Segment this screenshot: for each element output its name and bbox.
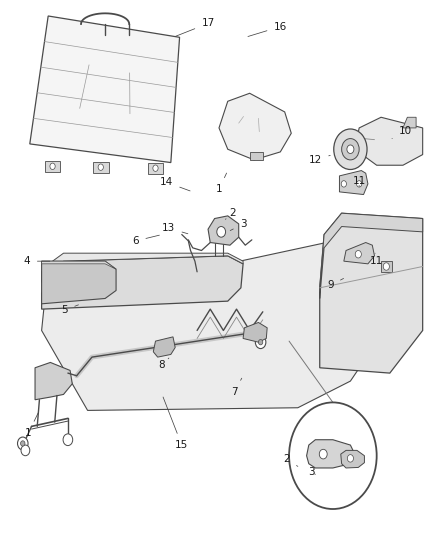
Polygon shape [339, 171, 368, 195]
Text: 2: 2 [226, 208, 236, 219]
Polygon shape [403, 117, 416, 128]
Circle shape [289, 402, 377, 509]
Text: 15: 15 [163, 397, 188, 450]
Circle shape [319, 449, 327, 459]
Text: 3: 3 [230, 219, 247, 231]
Circle shape [21, 445, 30, 456]
Polygon shape [250, 152, 263, 160]
Polygon shape [153, 337, 175, 357]
Circle shape [217, 227, 226, 237]
Circle shape [334, 129, 367, 169]
Circle shape [258, 340, 263, 345]
Polygon shape [208, 216, 239, 245]
Text: 2: 2 [283, 455, 298, 466]
Polygon shape [42, 256, 243, 309]
Circle shape [342, 139, 359, 160]
Text: 1: 1 [25, 413, 38, 438]
Circle shape [383, 263, 389, 270]
Text: 3: 3 [307, 467, 315, 477]
Circle shape [63, 434, 73, 446]
Text: 14: 14 [160, 177, 190, 191]
Circle shape [355, 251, 361, 258]
Polygon shape [45, 161, 60, 172]
Polygon shape [148, 163, 163, 174]
Circle shape [18, 437, 28, 450]
Circle shape [341, 181, 346, 187]
Circle shape [50, 163, 55, 169]
Polygon shape [219, 93, 291, 160]
Text: 5: 5 [61, 305, 78, 315]
Circle shape [347, 145, 354, 154]
Text: 6: 6 [132, 235, 159, 246]
Polygon shape [35, 362, 72, 400]
Circle shape [21, 441, 25, 446]
Polygon shape [42, 261, 116, 304]
Polygon shape [42, 235, 394, 410]
Polygon shape [355, 117, 423, 165]
Text: 13: 13 [162, 223, 188, 234]
Text: 16: 16 [248, 22, 287, 36]
Polygon shape [307, 440, 355, 468]
Polygon shape [381, 261, 392, 272]
Text: 11: 11 [370, 253, 383, 266]
Polygon shape [93, 162, 109, 173]
Polygon shape [320, 213, 423, 373]
Text: 4: 4 [24, 256, 50, 266]
Text: 9: 9 [327, 278, 343, 290]
Circle shape [357, 181, 362, 187]
Circle shape [98, 164, 103, 171]
Text: 10: 10 [392, 126, 412, 139]
Polygon shape [344, 243, 374, 264]
Text: 17: 17 [176, 19, 215, 36]
Polygon shape [320, 213, 423, 298]
Text: 11: 11 [353, 176, 366, 187]
Polygon shape [243, 322, 267, 342]
Circle shape [347, 455, 353, 462]
Polygon shape [30, 16, 180, 163]
Circle shape [255, 336, 266, 349]
Polygon shape [341, 450, 364, 468]
Circle shape [153, 165, 158, 172]
Text: 7: 7 [231, 378, 242, 397]
Text: 12: 12 [309, 155, 330, 165]
Polygon shape [42, 253, 243, 282]
Text: 8: 8 [159, 358, 169, 370]
Text: 1: 1 [215, 173, 226, 194]
Polygon shape [42, 261, 116, 269]
